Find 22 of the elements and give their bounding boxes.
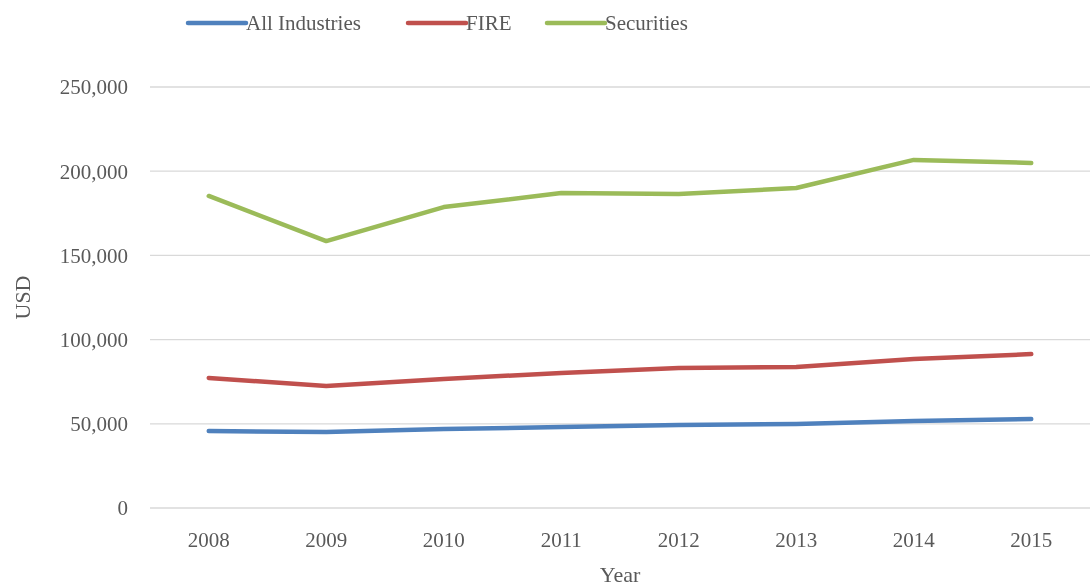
y-tick-label: 150,000 [59, 243, 128, 268]
line-series [206, 351, 1034, 389]
legend-label: FIRE [466, 11, 512, 36]
x-axis-title: Year [599, 562, 641, 586]
x-tick-label: 2014 [892, 528, 936, 552]
x-tick-label: 2013 [775, 528, 818, 552]
line-series [206, 416, 1034, 435]
y-tick-label: 0 [117, 496, 128, 521]
x-tick-label: 2015 [1010, 528, 1053, 552]
y-axis-title: USD [10, 275, 35, 320]
legend-label: Securities [605, 11, 688, 36]
y-tick-label: 200,000 [59, 159, 128, 184]
x-tick-label: 2012 [657, 528, 700, 552]
x-tick-label: 2008 [187, 528, 230, 552]
y-tick-label: 50,000 [70, 412, 128, 437]
y-tick-label: 100,000 [59, 327, 128, 352]
line-series [206, 157, 1034, 244]
legend-label: All Industries [246, 11, 361, 36]
x-tick-label: 2009 [305, 528, 348, 552]
y-tick-label: 250,000 [59, 75, 128, 100]
x-tick-label: 2010 [422, 528, 465, 552]
x-tick-label: 2011 [540, 528, 582, 552]
